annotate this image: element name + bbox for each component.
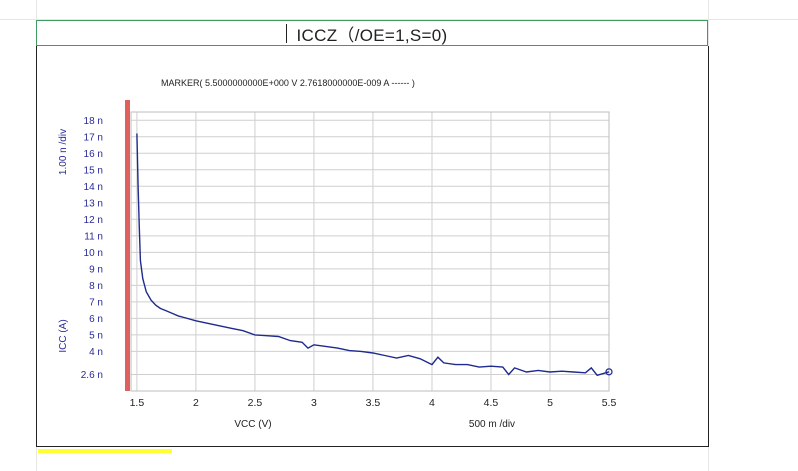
y-axis-label: ICC (A) bbox=[58, 319, 69, 352]
x-tick-label: 4.5 bbox=[484, 397, 499, 409]
y-tick-labels: 2.6 n 4 n 5 n 6 n 7 n 8 n 9 n 10 n 11 n 12 n 13 n 1… bbox=[81, 116, 103, 381]
y-tick-label: 13 n bbox=[84, 198, 103, 209]
highlighted-cell bbox=[38, 449, 172, 453]
y-axis-bar bbox=[125, 100, 130, 391]
x-tick-label: 4 bbox=[429, 397, 435, 409]
y-tick-label: 18 n bbox=[84, 116, 103, 127]
y-div-label: 1.00 n /div bbox=[58, 129, 69, 175]
y-tick-label: 12 n bbox=[84, 215, 103, 226]
y-tick-label: 5 n bbox=[89, 330, 103, 341]
y-tick-label: 9 n bbox=[89, 264, 103, 275]
x-tick-label: 3.5 bbox=[366, 397, 381, 409]
x-tick-label: 2.5 bbox=[248, 397, 263, 409]
x-axis-label: VCC (V) bbox=[234, 419, 271, 430]
y-tick-label: 10 n bbox=[84, 248, 103, 259]
y-tick-label: 17 n bbox=[84, 132, 103, 143]
x-tick-label: 2 bbox=[193, 397, 199, 409]
y-tick-label: 15 n bbox=[84, 165, 103, 176]
text-cursor bbox=[286, 24, 287, 43]
chart-svg: MARKER( 5.5000000000E+000 V 2.7618000000… bbox=[58, 78, 617, 430]
y-tick-label: 2.6 n bbox=[81, 370, 103, 381]
y-tick-label: 16 n bbox=[84, 149, 103, 160]
y-tick-label: 6 n bbox=[89, 314, 103, 325]
x-tick-label: 5.5 bbox=[602, 397, 617, 409]
marker-point bbox=[605, 368, 613, 376]
x-tick-labels: 1.5 2 2.5 3 3.5 4 4.5 5 5.5 bbox=[130, 397, 617, 409]
y-tick-label: 4 n bbox=[89, 347, 103, 358]
plot-border bbox=[130, 111, 610, 392]
sheet-gridline bbox=[0, 19, 798, 20]
y-tick-label: 7 n bbox=[89, 297, 103, 308]
x-div-label: 500 m /div bbox=[469, 419, 515, 430]
x-tick-label: 1.5 bbox=[130, 397, 145, 409]
x-tick-label: 5 bbox=[547, 397, 553, 409]
plot-grid bbox=[131, 112, 610, 391]
series-line bbox=[136, 133, 610, 377]
series-group bbox=[136, 133, 613, 377]
chart-frame[interactable]: MARKER( 5.5000000000E+000 V 2.7618000000… bbox=[36, 46, 709, 447]
y-tick-label: 11 n bbox=[84, 231, 103, 242]
title-cell-text: ICCZ（/OE=1,S=0) bbox=[296, 25, 448, 45]
y-tick-label: 8 n bbox=[89, 281, 103, 292]
x-tick-label: 3 bbox=[311, 397, 317, 409]
title-cell[interactable]: ICCZ（/OE=1,S=0) bbox=[36, 20, 708, 46]
marker-readout: MARKER( 5.5000000000E+000 V 2.7618000000… bbox=[161, 78, 415, 88]
y-tick-label: 14 n bbox=[84, 182, 103, 193]
